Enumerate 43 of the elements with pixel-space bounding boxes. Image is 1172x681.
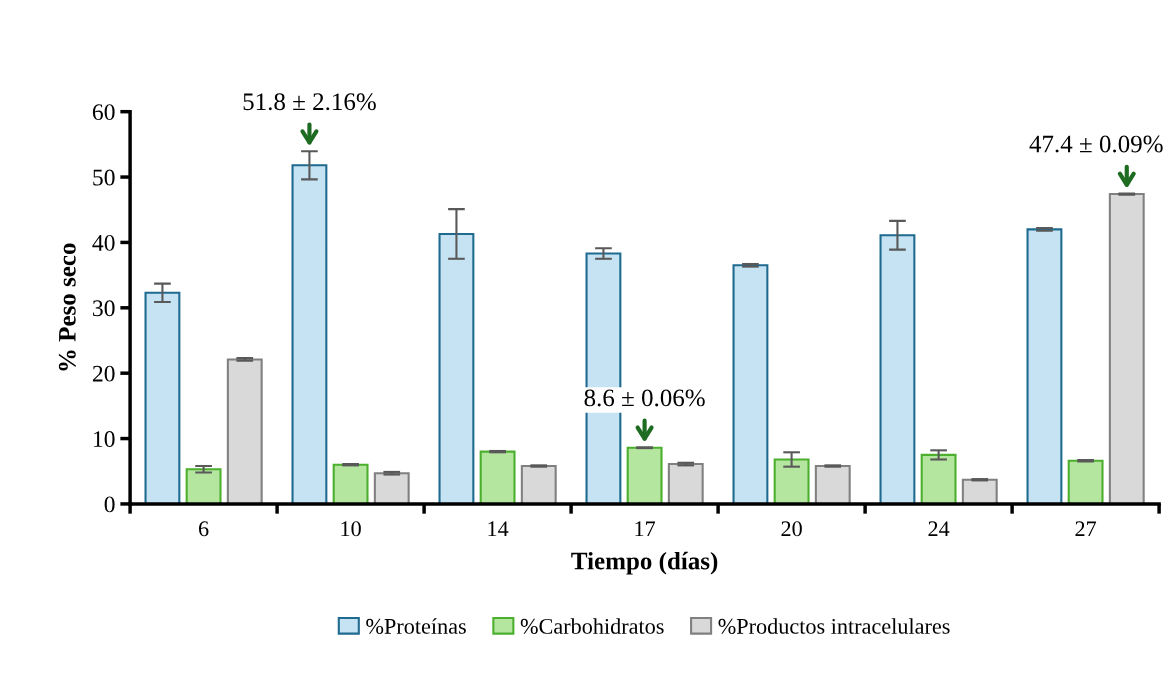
bar [185, 468, 222, 504]
x-tick-label: 20 [781, 521, 802, 537]
x-tick-label: 27 [1075, 521, 1097, 537]
annotation: 47.4 ± 0.09% [1029, 135, 1163, 153]
x-axis-title: Tiempo (días) [571, 551, 718, 575]
legend-label: %Proteínas [366, 618, 466, 634]
bar [520, 464, 557, 504]
y-tick-label: 10 [93, 431, 115, 447]
bar [1067, 459, 1104, 504]
bar [373, 472, 410, 504]
bar [626, 446, 663, 504]
y-tick-label: 30 [93, 300, 115, 317]
legend-label: %Carbohidratos [520, 618, 664, 634]
bar [814, 464, 851, 504]
x-tick-label: 17 [635, 521, 656, 537]
x-tick-label: 10 [341, 521, 361, 537]
bar [1026, 228, 1063, 504]
bar [667, 463, 704, 504]
y-tick-label: 40 [92, 234, 115, 251]
text: 51.8 ± 2.16% [243, 93, 376, 111]
bar [732, 264, 769, 504]
x-tick-label: 24 [928, 521, 950, 537]
bar [291, 164, 328, 504]
x-tick-label: 14 [488, 521, 509, 537]
y-axis-title: % Peso seco [58, 243, 76, 371]
bar [144, 291, 181, 504]
bar [479, 450, 516, 504]
y-tick-label: 50 [93, 169, 115, 186]
bar [961, 478, 998, 504]
bar [1108, 193, 1145, 504]
bar [879, 234, 916, 504]
bar [773, 458, 810, 504]
x-tick-label: 6 [198, 521, 209, 537]
bar [226, 358, 263, 504]
y-tick-label: 60 [92, 104, 115, 121]
y-tick-label: 20 [92, 365, 115, 382]
bar [438, 232, 475, 504]
bar [920, 453, 957, 504]
y-tick-label: 0 [104, 496, 115, 513]
bar [585, 252, 622, 504]
bar [332, 463, 369, 504]
legend-label: %Productos intracelulares [718, 618, 950, 634]
annotation: 8.6 ± 0.06% [584, 389, 705, 407]
